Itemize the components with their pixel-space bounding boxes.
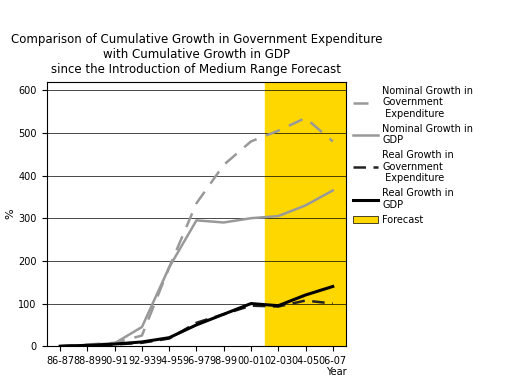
Bar [265,82,346,346]
Title: Comparison of Cumulative Growth in Government Expenditure
with Cumulative Growth: Comparison of Cumulative Growth in Gover… [11,33,382,76]
Text: Year: Year [326,367,346,377]
Legend: Nominal Growth in
Government
 Expenditure, Nominal Growth in
GDP, Real Growth in: Nominal Growth in Government Expenditure… [349,82,477,228]
Y-axis label: %: % [6,209,16,219]
